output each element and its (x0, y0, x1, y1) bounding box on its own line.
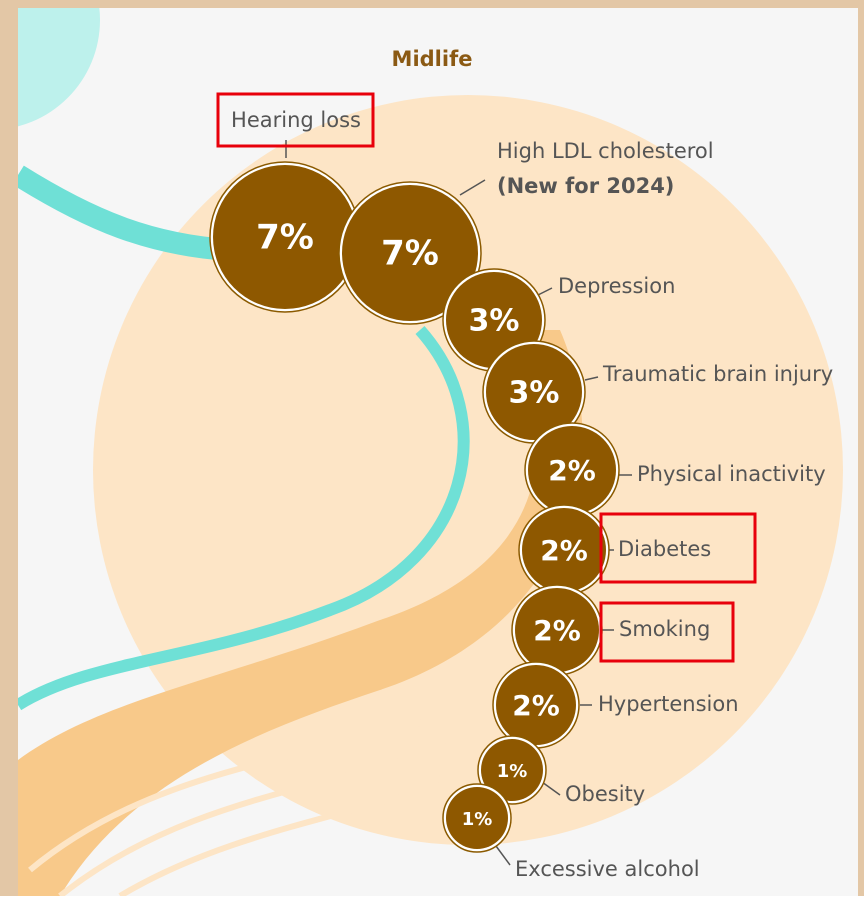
risk-circle (528, 426, 616, 514)
risk-value: 3% (509, 376, 560, 411)
risk-label: Excessive alcohol (515, 857, 700, 881)
band-line (28, 717, 431, 873)
risk-circle (446, 787, 508, 849)
highlight-box (599, 512, 757, 584)
nodes: 7% Hearing loss 7% High LDL cholesterol (New… (209, 108, 833, 881)
risk-label: Hypertension (598, 692, 739, 716)
risk-label: Traumatic brain injury (602, 362, 833, 386)
corner-circle (18, 8, 100, 127)
risk-label: Smoking (619, 617, 710, 641)
band-line (58, 742, 451, 896)
risk-label: High LDL cholesterol (497, 139, 714, 163)
swirl (18, 165, 231, 261)
leader-line (584, 376, 599, 381)
highlight-box (216, 92, 375, 148)
risk-circle (213, 165, 357, 309)
risk-label: Hearing loss (231, 108, 361, 132)
leader-line (537, 287, 553, 296)
risk-circle (486, 344, 582, 440)
risk-note: (New for 2024) (497, 174, 674, 198)
band (18, 330, 583, 896)
risk-circle (342, 185, 478, 321)
leader-line (495, 845, 511, 866)
risk-circle (522, 508, 606, 592)
risk-value: 2% (548, 454, 596, 487)
risk-value: 7% (256, 218, 314, 258)
risk-circle (496, 665, 576, 745)
risk-label: Depression (558, 274, 675, 298)
risk-value: 1% (462, 809, 493, 830)
risk-label: Physical inactivity (637, 462, 826, 486)
risk-value: 7% (381, 234, 439, 274)
risk-value: 2% (533, 614, 581, 647)
risk-circle (515, 588, 599, 672)
leader-line (459, 179, 486, 196)
highlight-box (599, 601, 735, 663)
risk-label: Diabetes (618, 537, 711, 561)
risk-value: 2% (540, 534, 588, 567)
risk-label: Obesity (565, 782, 645, 806)
title: Midlife (392, 47, 473, 71)
risk-value: 3% (469, 304, 520, 339)
swirl (18, 326, 470, 711)
band-line (118, 772, 472, 896)
risk-value: 2% (512, 689, 560, 722)
risk-value: 1% (497, 761, 528, 782)
risk-circle (481, 739, 543, 801)
leader-line (541, 781, 561, 796)
